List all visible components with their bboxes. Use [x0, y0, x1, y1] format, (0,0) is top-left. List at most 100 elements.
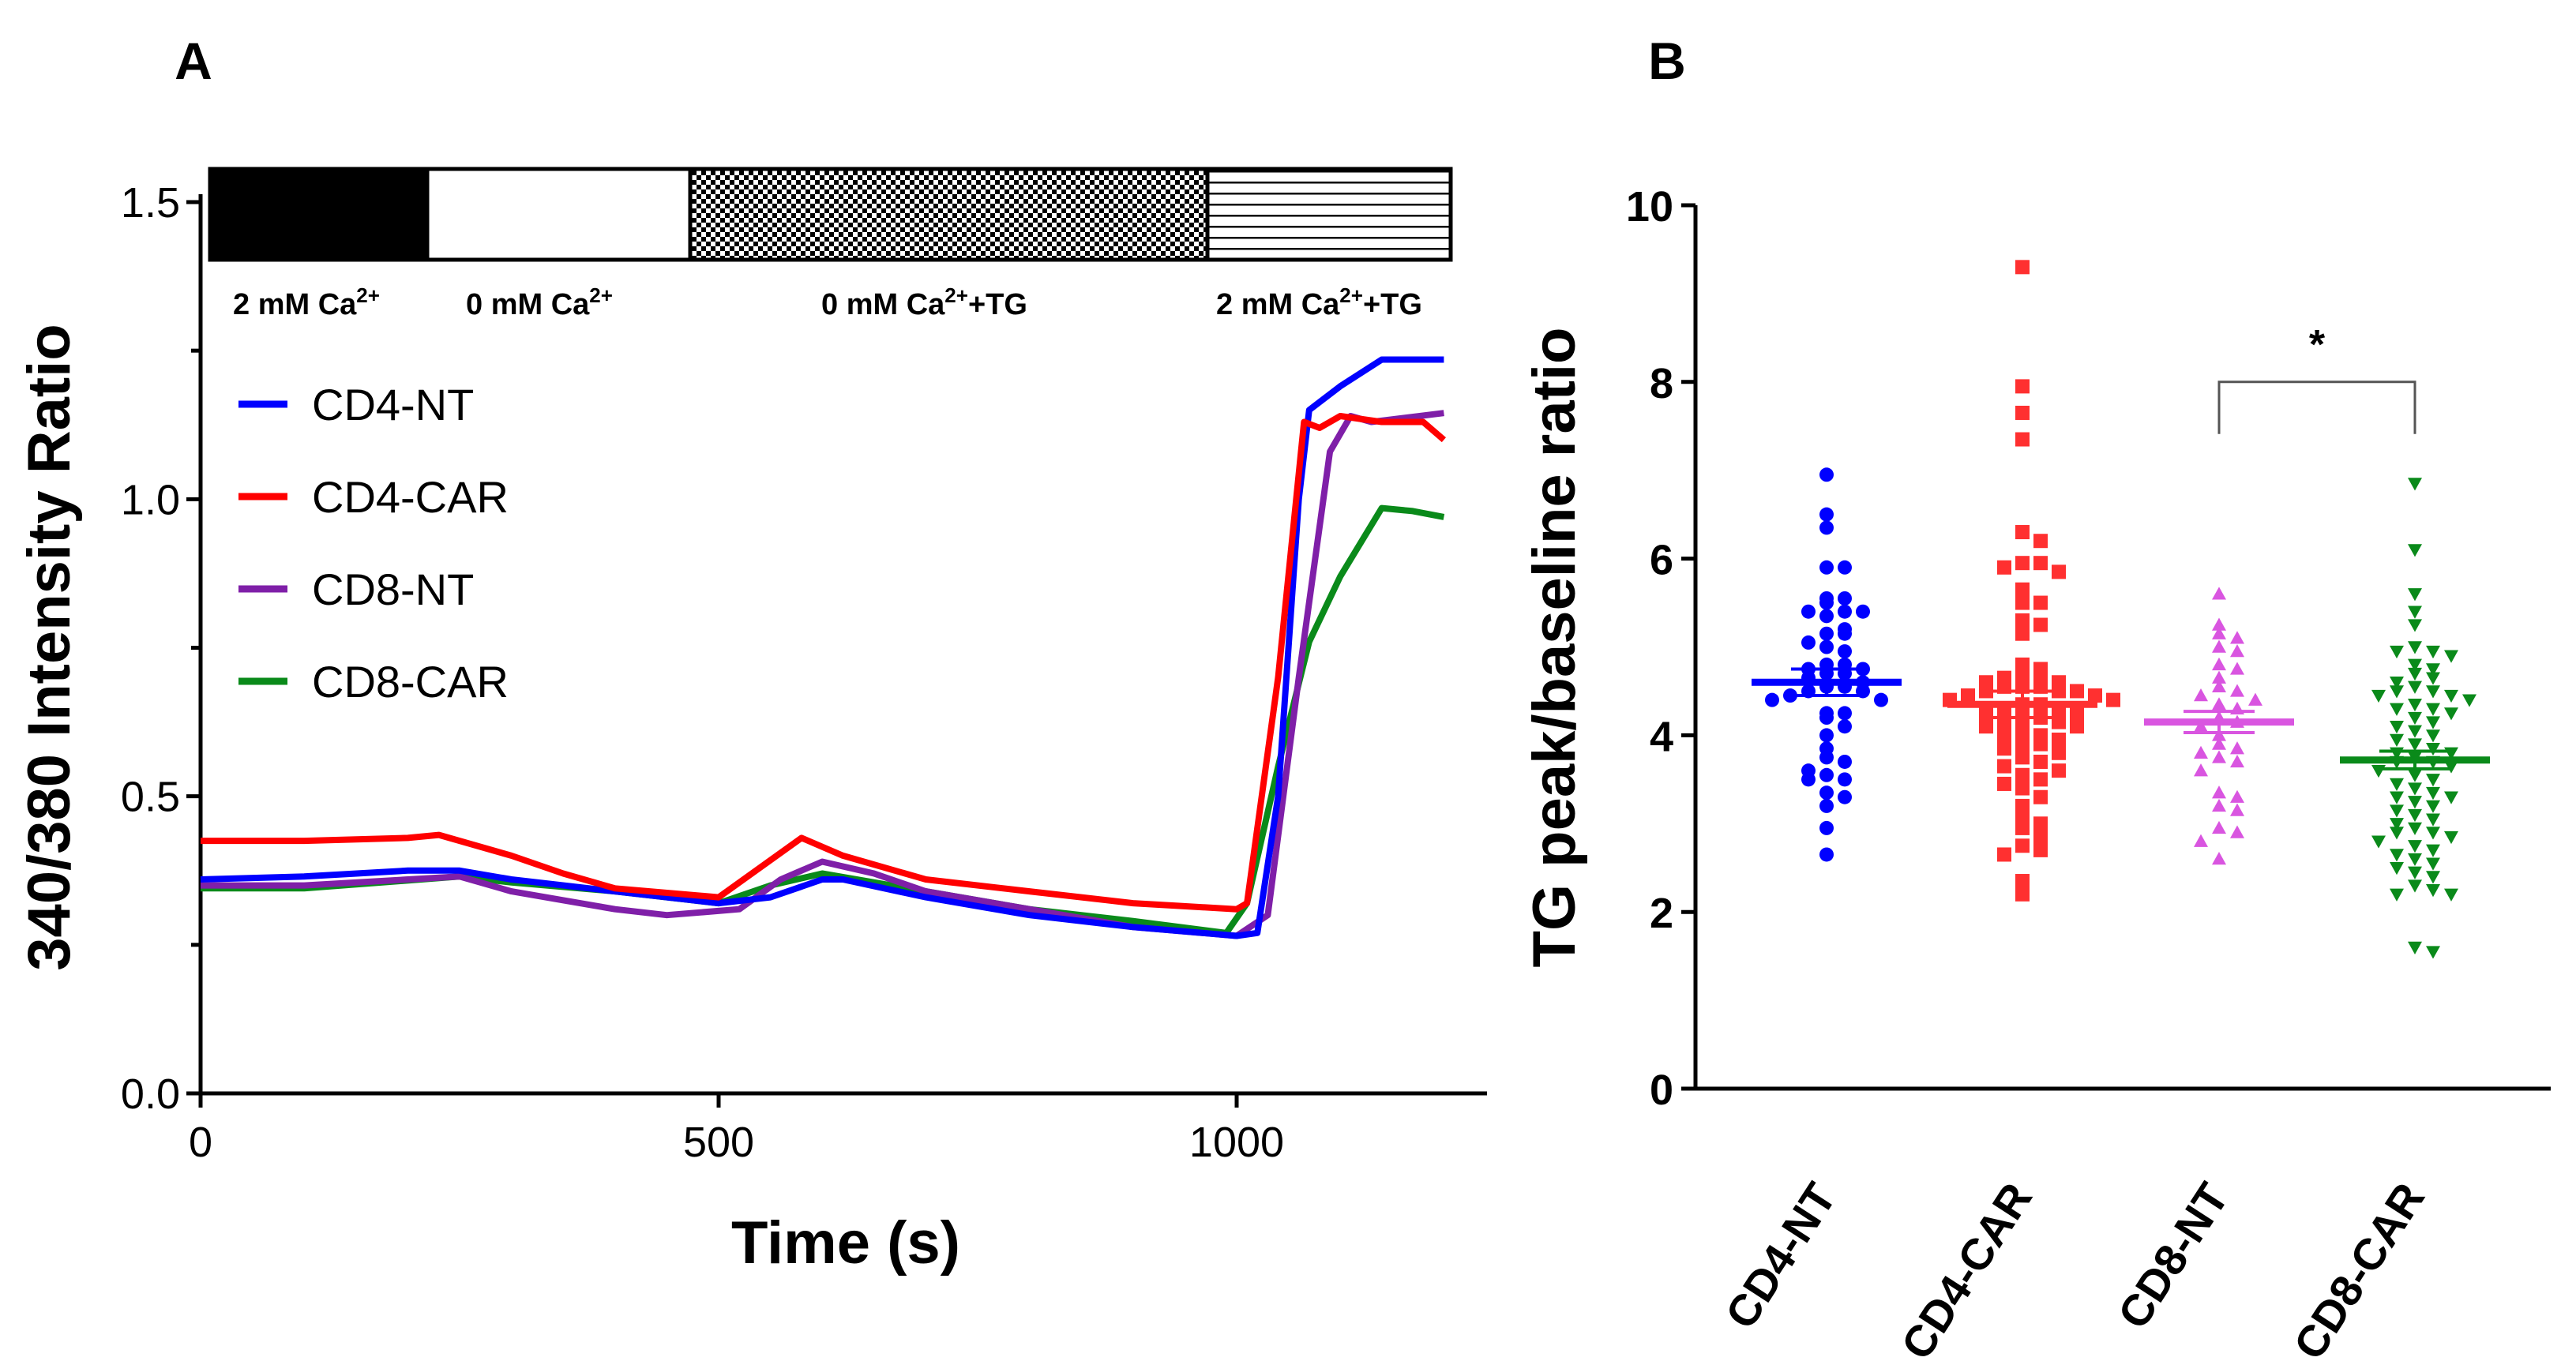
data-point-cd8-car — [2390, 733, 2404, 747]
data-point-cd8-car — [2408, 879, 2422, 893]
data-point-cd8-car — [2408, 725, 2422, 738]
x-category-label: CD8-CAR — [2284, 1174, 2434, 1361]
data-point-cd8-car — [2408, 738, 2422, 752]
data-point-cd4-car — [2015, 405, 2030, 420]
data-point-cd4-car — [2033, 737, 2048, 752]
condition-label-text: 0 mM Ca — [466, 288, 590, 321]
data-point-cd4-nt — [1819, 626, 1834, 641]
data-point-cd8-nt — [2212, 728, 2226, 741]
data-point-cd4-nt — [1819, 520, 1834, 535]
data-point-cd4-nt — [1838, 772, 1852, 787]
data-point-cd4-nt — [1838, 719, 1852, 734]
data-point-cd8-car — [2408, 619, 2422, 632]
data-point-cd4-car — [2033, 789, 2048, 804]
condition-segment — [688, 167, 1210, 262]
data-point-cd4-nt — [1838, 754, 1852, 769]
data-point-cd8-car — [2426, 774, 2440, 787]
data-point-cd8-car — [2444, 888, 2458, 902]
data-point-cd8-car — [2426, 871, 2440, 884]
data-point-cd4-car — [2052, 763, 2066, 778]
data-point-cd8-car — [2408, 544, 2422, 557]
condition-label-superscript: 2+ — [944, 283, 968, 307]
condition-segment — [425, 167, 693, 262]
data-point-cd8-car — [2390, 721, 2404, 734]
data-point-cd8-nt — [2212, 785, 2226, 799]
data-point-cd8-car — [2426, 663, 2440, 677]
significance-bracket: * — [2217, 322, 2416, 434]
data-point-cd8-nt — [2230, 662, 2244, 675]
data-point-cd8-car — [2444, 791, 2458, 804]
data-point-cd4-car — [1979, 684, 1993, 699]
data-point-cd8-car — [2408, 782, 2422, 796]
y-axis-title-b: TG peak/baseline ratio — [1521, 328, 1588, 968]
data-point-cd8-car — [2444, 707, 2458, 721]
data-point-cd4-car — [1979, 719, 1993, 734]
panel-a-axes: 0.0 0.5 1.0 1.5 0 500 1000 — [121, 179, 1487, 1166]
data-point-cd8-nt — [2194, 834, 2208, 847]
data-point-cd4-car — [2033, 754, 2048, 769]
panel-a-line-chart: 2 mM Ca2+ 0 mM Ca2+ 0 mM Ca2++TG 2 mM Ca2++… — [16, 167, 1487, 1277]
x-tick-label-a: 1000 — [1189, 1119, 1284, 1166]
data-point-cd4-car — [2015, 379, 2030, 394]
data-point-cd8-nt — [2248, 692, 2262, 706]
data-point-cd8-car — [2444, 650, 2458, 663]
data-point-cd8-car — [2408, 941, 2422, 954]
data-point-cd4-car — [2015, 781, 2030, 796]
data-point-cd4-car — [2052, 684, 2066, 699]
data-point-cd4-car — [2015, 613, 2030, 628]
y-tick-label-b: 0 — [1650, 1067, 1673, 1114]
data-point-cd8-car — [2408, 840, 2422, 853]
data-point-cd4-nt — [1819, 560, 1834, 575]
panel-label-b: B — [1648, 32, 1686, 90]
data-point-cd4-car — [2033, 816, 2048, 831]
data-point-cd8-car — [2371, 835, 2386, 849]
data-point-cd8-car — [2426, 703, 2440, 716]
data-point-cd8-car — [2390, 862, 2404, 875]
data-point-cd4-car — [2015, 887, 2030, 902]
data-point-cd8-nt — [2212, 737, 2226, 750]
condition-label-suffix: +TG — [968, 288, 1027, 321]
data-point-cd4-car — [2033, 830, 2048, 845]
data-point-cd4-car — [2015, 723, 2030, 738]
data-point-cd8-car — [2408, 680, 2422, 694]
data-point-cd4-nt — [1783, 688, 1797, 703]
data-point-cd8-car — [2426, 786, 2440, 800]
data-point-cd8-car — [2462, 694, 2476, 707]
data-point-cd4-nt — [1819, 750, 1834, 765]
data-point-cd4-car — [2033, 534, 2048, 549]
data-point-cd8-car — [2444, 760, 2458, 774]
legend-label: CD4-NT — [312, 380, 474, 429]
data-point-cd4-nt — [1819, 710, 1834, 725]
data-point-cd4-nt — [1838, 706, 1852, 721]
data-point-cd4-nt — [1765, 692, 1779, 707]
condition-label-text: 2 mM Ca — [233, 288, 357, 321]
data-point-cd4-car — [2106, 692, 2120, 707]
data-point-cd8-nt — [2212, 639, 2226, 653]
condition-label-superscript: 2+ — [589, 283, 613, 307]
data-point-cd8-nt — [2230, 631, 2244, 644]
data-point-cd8-nt — [2212, 587, 2226, 600]
condition-segment — [208, 167, 430, 262]
condition-label-text: 2 mM Ca — [1216, 288, 1340, 321]
data-point-cd8-nt — [2194, 719, 2208, 733]
data-point-cd8-car — [2426, 813, 2440, 827]
data-point-cd4-car — [2015, 595, 2030, 610]
data-point-cd8-nt — [2212, 798, 2226, 812]
data-point-cd8-car — [2408, 667, 2422, 681]
legend-label: CD8-NT — [312, 564, 474, 614]
data-point-cd8-car — [2408, 866, 2422, 879]
data-point-cd4-nt — [1819, 785, 1834, 800]
data-point-cd8-car — [2426, 729, 2440, 743]
data-point-cd8-nt — [2212, 750, 2226, 763]
y-tick-label-b: 8 — [1650, 360, 1673, 407]
data-point-cd8-car — [2408, 853, 2422, 867]
data-point-cd4-car — [2015, 666, 2030, 681]
bracket-line — [2217, 381, 2416, 434]
data-point-cd4-car — [2033, 556, 2048, 571]
condition-label: 2 mM Ca2+ — [233, 283, 380, 321]
data-point-cd8-car — [2390, 703, 2404, 716]
data-point-cd4-car — [2015, 808, 2030, 823]
data-point-cd8-nt — [2212, 852, 2226, 865]
y-tick-label-a: 1.0 — [121, 476, 180, 523]
